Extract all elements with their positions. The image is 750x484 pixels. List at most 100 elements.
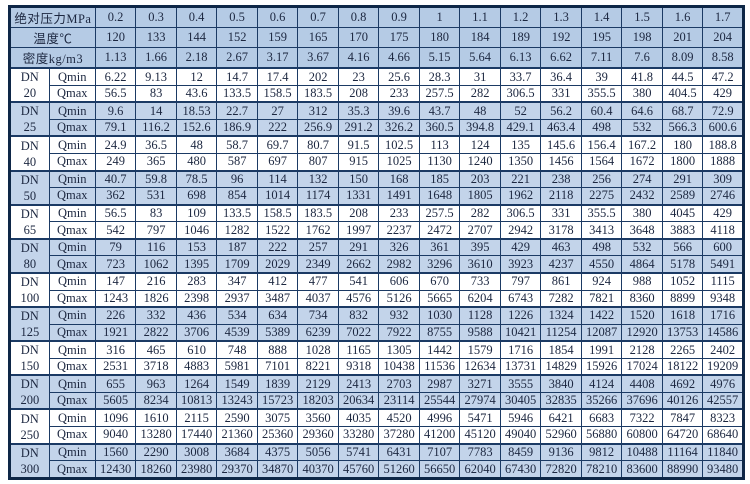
header-value-cell: 144	[175, 27, 218, 49]
qmin-value-cell: 222	[256, 237, 299, 257]
qmax-value-cell: 19209	[702, 357, 744, 376]
qmin-value-cell: 6683	[580, 408, 623, 428]
dn-cell: DN 40	[9, 135, 50, 172]
qmax-value-cell: 60800	[621, 426, 663, 445]
qmax-value-cell: 1888	[702, 153, 744, 172]
qmax-value-cell: 12430	[94, 460, 137, 479]
qmin-value-cell: 78.5	[175, 169, 218, 189]
header-value-cell: 1.13	[94, 47, 137, 69]
qmin-value-cell: 634	[256, 306, 299, 325]
qmax-value-cell: 698	[175, 187, 218, 206]
qmax-value-cell: 56.5	[94, 84, 137, 103]
qmax-value-cell: 5665	[418, 289, 461, 308]
dn-prefix: DN	[20, 309, 39, 324]
qmax-value-cell: 697	[256, 153, 299, 172]
qmax-value-cell: 1762	[297, 221, 339, 240]
qmin-value-cell: 988	[621, 271, 663, 291]
qmin-value-cell: 606	[378, 271, 420, 291]
qmax-value-cell: 17024	[621, 357, 663, 376]
qmin-value-cell: 96	[216, 169, 258, 189]
qmax-value-cell: 365	[135, 153, 177, 172]
qmax-value-cell: 915	[337, 153, 380, 172]
qmax-value-cell: 1243	[94, 289, 137, 308]
qmin-value-cell: 91.5	[337, 135, 380, 155]
dn-size: 65	[23, 222, 37, 237]
qmin-value-cell: 221	[499, 169, 542, 189]
qmax-value-cell: 256.9	[297, 118, 339, 137]
qmin-value-cell: 4408	[621, 374, 663, 393]
qmin-value-cell: 1115	[702, 271, 744, 291]
qmin-value-cell: 465	[135, 340, 177, 359]
qmax-value-cell: 23114	[378, 391, 420, 410]
qmax-value-cell: 52960	[540, 426, 582, 445]
qmax-value-cell: 233	[378, 84, 420, 103]
qmin-value-cell: 9.13	[135, 67, 177, 86]
qmax-value-cell: 51260	[378, 460, 420, 479]
qmin-row: DN 40 Qmin 24.9 36.5 48 58.7 69.7 80.7 91.5 102.5 1…	[9, 135, 744, 172]
qmin-value-cell: 167.2	[621, 135, 663, 155]
qmax-value-cell: 8899	[661, 289, 704, 308]
qmin-value-cell: 534	[216, 306, 258, 325]
qmin-value-cell: 355.5	[580, 203, 623, 223]
qmax-value-cell: 15723	[256, 391, 299, 410]
qmin-value-cell: 43.7	[418, 101, 461, 120]
qmin-label-cell: Qmin	[48, 442, 96, 462]
qmin-label-cell: Qmin	[48, 169, 96, 189]
qmin-value-cell: 1854	[540, 340, 582, 359]
qmin-value-cell: 326	[378, 237, 420, 257]
qmax-label-cell: Qmax	[48, 460, 96, 479]
qmin-value-cell: 463	[540, 237, 582, 257]
qmax-value-cell: 2982	[378, 255, 420, 274]
qmin-value-cell: 2129	[297, 374, 339, 393]
qmax-value-cell: 2589	[661, 187, 704, 206]
qmax-value-cell: 1826	[135, 289, 177, 308]
qmax-value-cell: 429.1	[499, 118, 542, 137]
qmin-value-cell: 22.7	[216, 101, 258, 120]
qmin-value-cell: 59.8	[135, 169, 177, 189]
qmax-value-cell: 531	[135, 187, 177, 206]
qmax-row: Qmax 5605 8234 10813 13243 15723 18203 20634 231…	[10, 391, 744, 410]
qmax-value-cell: 4118	[702, 221, 744, 240]
qmax-value-cell: 9348	[702, 289, 744, 308]
qmin-value-cell: 3560	[297, 408, 339, 428]
qmin-value-cell: 69.7	[256, 135, 299, 155]
qmin-value-cell: 2590	[216, 408, 258, 428]
qmin-label-cell: Qmin	[48, 101, 96, 120]
qmax-value-cell: 807	[297, 153, 339, 172]
qmin-value-cell: 3555	[499, 374, 542, 393]
qmin-label-cell: Qmin	[48, 135, 96, 155]
qmin-value-cell: 888	[256, 340, 299, 359]
qmin-value-cell: 5946	[499, 408, 542, 428]
dn-prefix: DN	[20, 343, 39, 358]
header-value-cell: 1.2	[499, 5, 542, 29]
qmin-value-cell: 3271	[459, 374, 501, 393]
qmin-value-cell: 963	[135, 374, 177, 393]
qmax-value-cell: 4883	[175, 357, 218, 376]
dn-cell: DN 65	[9, 203, 50, 240]
qmax-value-cell: 40370	[297, 460, 339, 479]
qmin-value-cell: 1520	[621, 306, 663, 325]
qmin-value-cell: 60.4	[580, 101, 623, 120]
qmin-value-cell: 233	[378, 203, 420, 223]
qmin-value-cell: 202	[297, 67, 339, 86]
qmin-value-cell: 4124	[580, 374, 623, 393]
qmin-value-cell: 11164	[661, 442, 704, 462]
qmin-row: DN 250 Qmin 1096 1610 2115 2590 3075 3560 4035 452…	[9, 408, 744, 445]
qmin-value-cell: 36.5	[135, 135, 177, 155]
qmin-value-cell: 7322	[621, 408, 663, 428]
qmin-value-cell: 429	[499, 237, 542, 257]
qmax-value-cell: 1025	[378, 153, 420, 172]
qmin-value-cell: 3684	[216, 442, 258, 462]
qmax-value-cell: 30405	[499, 391, 542, 410]
qmax-value-cell: 25544	[418, 391, 461, 410]
qmax-value-cell: 1648	[418, 187, 461, 206]
dn-cell: DN 150	[9, 340, 50, 376]
qmin-value-cell: 4996	[418, 408, 461, 428]
qmax-value-cell: 12634	[459, 357, 501, 376]
header-value-cell: 165	[297, 27, 339, 49]
qmax-value-cell: 362	[94, 187, 137, 206]
qmin-value-cell: 748	[216, 340, 258, 359]
qmin-row: DN 20 Qmin 6.22 9.13 12 14.7 17.4 202 23 25.6 28.3 3…	[9, 67, 744, 103]
qmax-value-cell: 2942	[499, 221, 542, 240]
dn-cell: DN 100	[9, 271, 50, 308]
